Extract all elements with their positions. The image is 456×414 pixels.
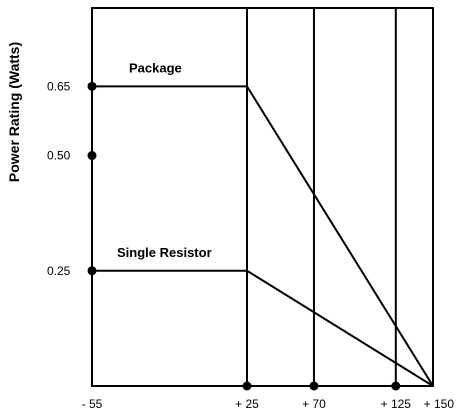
series-label: Package	[129, 60, 182, 75]
data-marker	[87, 81, 97, 91]
y-axis-title: Power Rating (Watts)	[6, 42, 22, 182]
series-line	[92, 85, 434, 387]
data-markers	[87, 81, 401, 391]
tick-labels: - 55 + 25 + 70 + 125 + 150 0.25 0.50 0.65	[47, 79, 454, 411]
data-marker	[309, 381, 319, 391]
data-marker	[242, 381, 252, 391]
y-tick-label: 0.50	[47, 149, 71, 163]
y-tick-label: 0.25	[47, 264, 71, 278]
data-marker	[87, 151, 97, 161]
plot-frame	[91, 7, 434, 387]
series-line	[92, 269, 434, 387]
vertical-reference-lines	[246, 8, 397, 386]
x-tick-label: + 70	[302, 397, 326, 411]
series-lines	[92, 85, 434, 387]
x-tick-label: + 25	[235, 397, 259, 411]
y-tick-label: 0.65	[47, 79, 71, 93]
x-tick-label: - 55	[82, 397, 103, 411]
data-marker	[87, 266, 97, 276]
x-tick-label: + 125	[381, 397, 412, 411]
data-marker	[391, 381, 401, 391]
series-label: Single Resistor	[117, 245, 212, 260]
series-labels: Package Single Resistor	[117, 60, 212, 259]
x-tick-label: + 150	[424, 397, 455, 411]
